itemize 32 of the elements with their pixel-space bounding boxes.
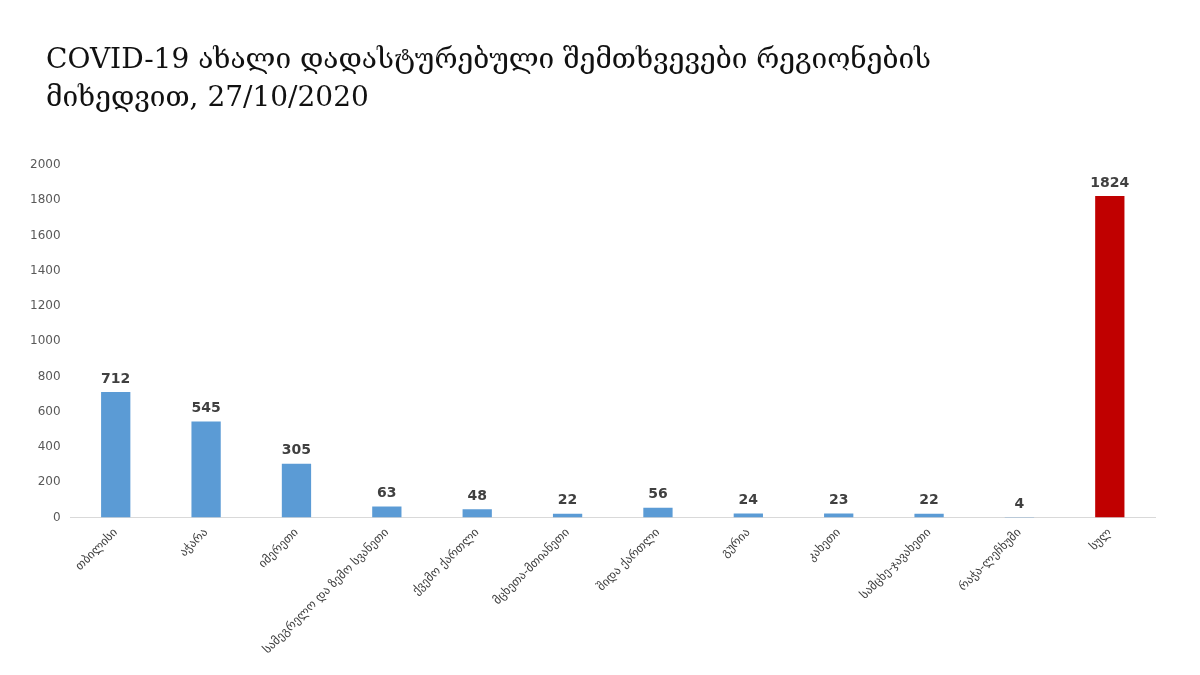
bar (643, 507, 673, 518)
data-label: 48 (467, 486, 487, 503)
data-label: 4 (1014, 494, 1025, 511)
data-label: 22 (557, 491, 578, 508)
data-label: 545 (191, 399, 221, 416)
data-label: 305 (281, 441, 312, 458)
y-tick-label: 200 (37, 474, 61, 489)
data-label: 63 (377, 484, 397, 501)
bar (462, 509, 492, 518)
y-tick-label: 600 (37, 403, 61, 418)
data-label: 24 (738, 491, 759, 508)
bar (281, 463, 312, 518)
y-tick-label: 800 (37, 368, 61, 383)
data-label: 1824 (1090, 173, 1130, 190)
y-tick-label: 1400 (29, 262, 61, 277)
bar (101, 392, 131, 518)
chart-title: COVID-19 ახალი დადასტურებული შემთხვევები რეგიონების მიხედვით, 27/10/2020 (46, 41, 933, 115)
data-label: 23 (828, 491, 849, 508)
y-tick-label: 1600 (29, 227, 61, 242)
data-label: 22 (919, 491, 939, 508)
y-tick-label: 0 (52, 509, 61, 524)
bar (191, 421, 221, 518)
x-tick-label: სულ (1086, 524, 1115, 553)
bar (733, 513, 763, 518)
y-tick-label: 1800 (29, 192, 61, 207)
y-tick-label: 400 (37, 439, 61, 454)
y-tick-label: 1000 (29, 333, 61, 348)
bar (1095, 196, 1125, 518)
y-tick-label: 2000 (29, 157, 61, 172)
data-label: 712 (101, 369, 131, 386)
data-label: 56 (648, 485, 668, 502)
y-tick-label: 1200 (29, 298, 61, 313)
